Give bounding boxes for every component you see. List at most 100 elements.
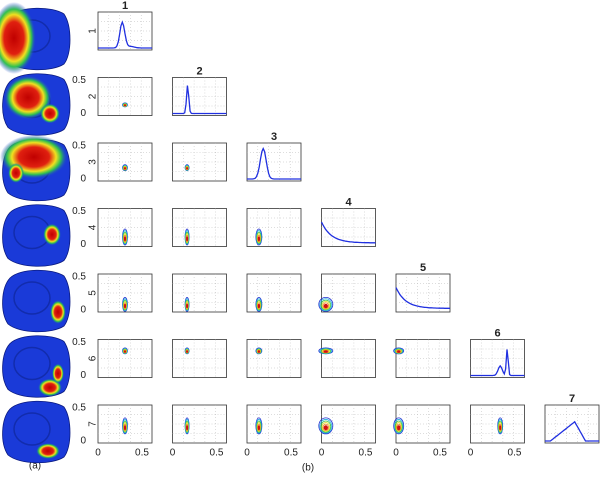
subplot: [97, 77, 153, 116]
subplot: [318, 273, 376, 313]
subplot: 7: [544, 393, 600, 444]
contour: [322, 423, 330, 431]
y-tick-label: 0: [80, 436, 86, 447]
density-curve: [545, 420, 599, 442]
contour: [257, 350, 261, 353]
y-tick-label: 0.5: [72, 337, 86, 348]
contour: [257, 236, 261, 242]
contour: [255, 296, 263, 312]
x-tick-label: 0.5: [135, 448, 149, 459]
contour: [255, 298, 262, 312]
contour: [186, 350, 189, 353]
heart-image: [2, 204, 71, 267]
y-tick-label: 0.5: [72, 206, 86, 217]
subplot: [172, 273, 227, 313]
contour: [321, 301, 331, 310]
subplot: [246, 339, 302, 378]
subplot: [246, 273, 302, 313]
x-tick-label: 0.5: [359, 448, 373, 459]
contour: [186, 303, 189, 309]
heart-image: [2, 335, 71, 398]
subplot: 1: [97, 0, 153, 51]
heart-ring: [13, 281, 51, 315]
contour: [397, 425, 401, 431]
contour: [256, 420, 262, 433]
x-tick-label: 0: [244, 448, 250, 459]
subplot-title: 2: [196, 65, 202, 77]
subplot-title: 4: [345, 196, 352, 208]
contour: [323, 303, 328, 309]
heart-image: [2, 400, 71, 464]
row-label: 7: [88, 421, 99, 427]
contour: [319, 419, 333, 434]
x-tick-label: 0: [319, 448, 325, 459]
heart-activation: [43, 223, 61, 246]
x-tick-label: 0: [95, 448, 101, 459]
contour: [256, 231, 262, 244]
subplot: 4: [320, 196, 376, 247]
row-label: 2: [88, 93, 99, 99]
density-curve: [395, 287, 450, 309]
contour: [257, 423, 261, 431]
contour: [256, 233, 261, 243]
contour: [255, 419, 262, 434]
contour: [393, 417, 405, 435]
subplot: [97, 208, 153, 247]
subplot: 2: [172, 65, 227, 116]
contour: [318, 417, 334, 435]
y-tick-label: 0.5: [72, 272, 86, 283]
x-tick-label: 0: [393, 448, 399, 459]
density-curve: [172, 85, 227, 115]
y-tick-label: 0: [80, 174, 86, 185]
contour: [394, 419, 404, 434]
heart-activation: [50, 300, 66, 324]
subplot: [172, 142, 227, 182]
contour: [322, 302, 330, 309]
contour: [186, 236, 189, 242]
density-curve: [320, 221, 376, 244]
x-tick-label: 0.5: [508, 448, 522, 459]
y-tick-label: 0.5: [72, 141, 86, 152]
subplot: [97, 339, 153, 378]
contour: [257, 234, 261, 243]
y-tick-label: 0: [80, 370, 86, 381]
subplot: [172, 208, 227, 247]
row-label: 3: [88, 159, 99, 165]
heart-image: [0, 2, 71, 74]
heart-ring: [13, 346, 51, 381]
contour: [395, 422, 402, 432]
contour: [318, 296, 334, 312]
subplot: [318, 339, 376, 378]
subplot-title: 1: [122, 0, 128, 12]
x-tick-label: 0: [170, 448, 176, 459]
subplot-title: 7: [569, 393, 575, 405]
row-label: 6: [88, 355, 99, 361]
contour: [255, 417, 263, 435]
y-tick-label: 0: [80, 239, 86, 250]
heart-image: [0, 135, 71, 202]
subplot: [318, 404, 376, 444]
density-curve: [98, 20, 152, 49]
contour: [320, 420, 332, 433]
contour: [321, 422, 331, 432]
heart-activation: [8, 163, 24, 183]
contour: [320, 299, 332, 311]
contour: [396, 423, 402, 431]
heart-activation: [38, 378, 62, 397]
panel-label: (a): [29, 461, 41, 472]
subplot: [97, 404, 153, 444]
x-tick-label: 0: [468, 448, 474, 459]
y-tick-label: 0.5: [72, 75, 86, 86]
y-tick-label: 0: [80, 305, 86, 316]
subplot: [172, 404, 227, 444]
subplot: 5: [395, 262, 451, 313]
heart-image: [2, 269, 71, 333]
contour: [123, 425, 127, 431]
panel-label: (b): [302, 463, 314, 474]
heart-activation: [52, 363, 64, 384]
heart-ring: [13, 412, 51, 446]
subplot-title: 5: [420, 262, 426, 274]
contour: [499, 425, 502, 431]
contour: [255, 228, 263, 246]
